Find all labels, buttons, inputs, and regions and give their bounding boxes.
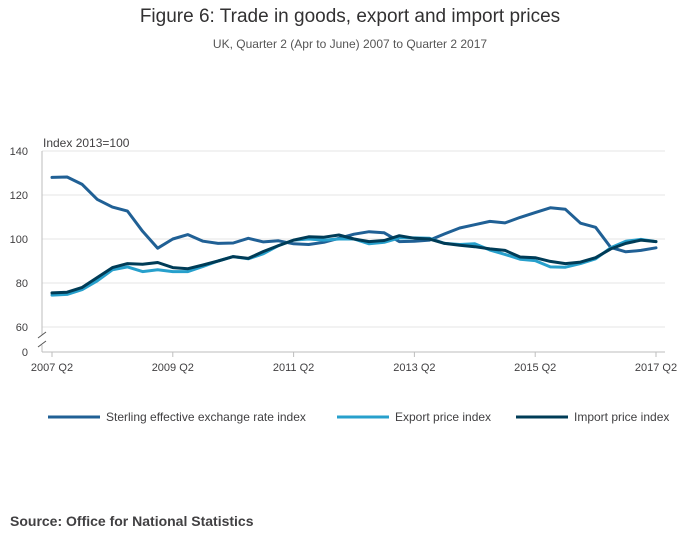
chart-subtitle: UK, Quarter 2 (Apr to June) 2007 to Quar… xyxy=(212,37,488,51)
y-tick-label: 60 xyxy=(16,322,28,334)
y-tick-label: 0 xyxy=(22,347,28,359)
x-tick-label: 2015 Q2 xyxy=(514,362,556,374)
x-tick-label: 2017 Q2 xyxy=(635,362,677,374)
series-line-export xyxy=(50,236,658,297)
series-line-import xyxy=(50,233,658,295)
source-note: Source: Office for National Statistics xyxy=(10,513,254,529)
axis-break-mark xyxy=(37,340,47,348)
legend-label-import: Import price index xyxy=(574,410,669,424)
y-tick-label: 140 xyxy=(10,146,28,158)
y-tick-label: 80 xyxy=(16,278,28,290)
x-tick-label: 2009 Q2 xyxy=(152,362,194,374)
x-tick-label: 2013 Q2 xyxy=(393,362,435,374)
series-line-sterling xyxy=(50,175,658,254)
legend-label-export: Export price index xyxy=(395,410,491,424)
axis-break-mark xyxy=(37,331,47,339)
x-tick-label: 2007 Q2 xyxy=(31,362,73,374)
y-tick-label: 120 xyxy=(10,190,28,202)
chart-title: Figure 6: Trade in goods, export and imp… xyxy=(139,6,561,27)
x-tick-label: 2011 Q2 xyxy=(273,362,314,374)
legend-label-sterling: Sterling effective exchange rate index xyxy=(106,410,306,424)
y-tick-label: 100 xyxy=(10,234,28,246)
y-axis-label: Index 2013=100 xyxy=(43,136,130,150)
